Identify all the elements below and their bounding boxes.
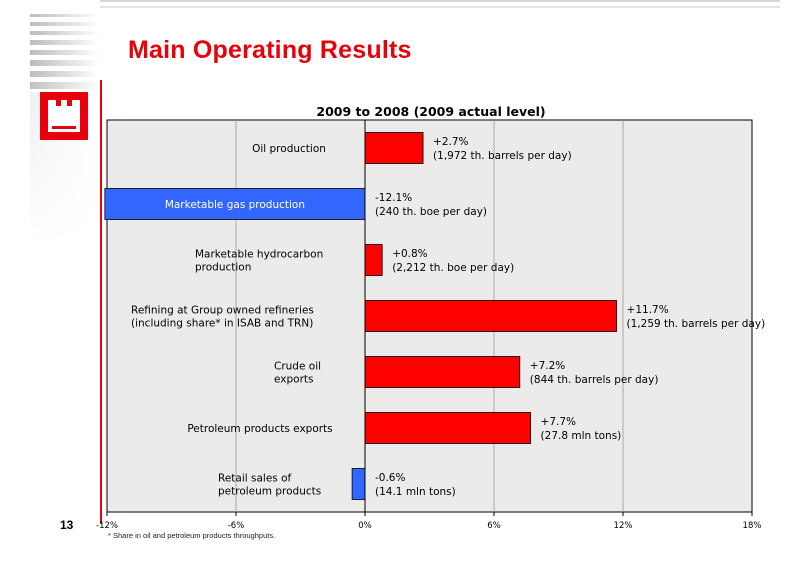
data-label: (2,212 th. boe per day) xyxy=(392,262,514,274)
data-labels: +2.7% (1,972 th. barrels per day) -12.1% (2… xyxy=(375,136,765,498)
category-label: Marketable gas production xyxy=(165,199,305,211)
bar xyxy=(104,188,366,220)
slide-title: Main Operating Results xyxy=(128,36,412,64)
page-number: 13 xyxy=(60,518,74,532)
data-label: -12.1% xyxy=(375,192,412,204)
x-tick-label: 0% xyxy=(358,521,372,531)
bar xyxy=(364,132,424,164)
data-label: +7.2% xyxy=(530,360,565,372)
decorative-stripes xyxy=(20,0,780,530)
lukoil-logo-icon xyxy=(40,92,88,140)
data-label: -0.6% xyxy=(375,472,405,484)
data-label: +11.7% xyxy=(627,304,669,316)
data-label: (27.8 mln tons) xyxy=(541,430,622,442)
x-tick-label: 12% xyxy=(614,521,633,531)
bar xyxy=(364,300,617,332)
category-label: exports xyxy=(274,374,313,386)
x-tick-label: -12% xyxy=(96,521,118,531)
data-label: (1,972 th. barrels per day) xyxy=(433,150,572,162)
category-label: Refining at Group owned refineries xyxy=(131,305,314,317)
category-labels: Oil production Marketable gas production M… xyxy=(131,143,333,498)
category-label: Marketable hydrocarbon xyxy=(195,249,323,261)
x-tick-label: 6% xyxy=(487,521,501,531)
bar xyxy=(351,468,366,500)
category-label: production xyxy=(195,262,251,274)
footnote: * Share in oil and petroleum products th… xyxy=(108,531,276,540)
x-tick-label: 18% xyxy=(743,521,762,531)
x-axis-ticks: -12% -6% 0% 6% 12% 18% xyxy=(96,120,761,531)
data-label: +7.7% xyxy=(541,416,576,428)
category-label: Oil production xyxy=(252,143,326,155)
category-label: (including share* in ISAB and TRN) xyxy=(131,318,313,330)
x-tick-label: -6% xyxy=(228,521,245,531)
chart-title: 2009 to 2008 (2009 actual level) xyxy=(316,104,545,119)
bar xyxy=(364,244,383,276)
category-label: Crude oil xyxy=(274,361,321,373)
data-label: (14.1 mln tons) xyxy=(375,486,456,498)
category-label: Petroleum products exports xyxy=(187,423,332,435)
data-label: +2.7% xyxy=(433,136,468,148)
bar xyxy=(364,356,521,388)
category-label: Retail sales of xyxy=(218,473,292,485)
data-label: (240 th. boe per day) xyxy=(375,206,487,218)
data-label: (1,259 th. barrels per day) xyxy=(627,318,766,330)
data-label: +0.8% xyxy=(392,248,427,260)
bars xyxy=(104,132,617,500)
bar xyxy=(364,412,531,444)
data-label: (844 th. barrels per day) xyxy=(530,374,659,386)
category-label: petroleum products xyxy=(218,486,321,498)
